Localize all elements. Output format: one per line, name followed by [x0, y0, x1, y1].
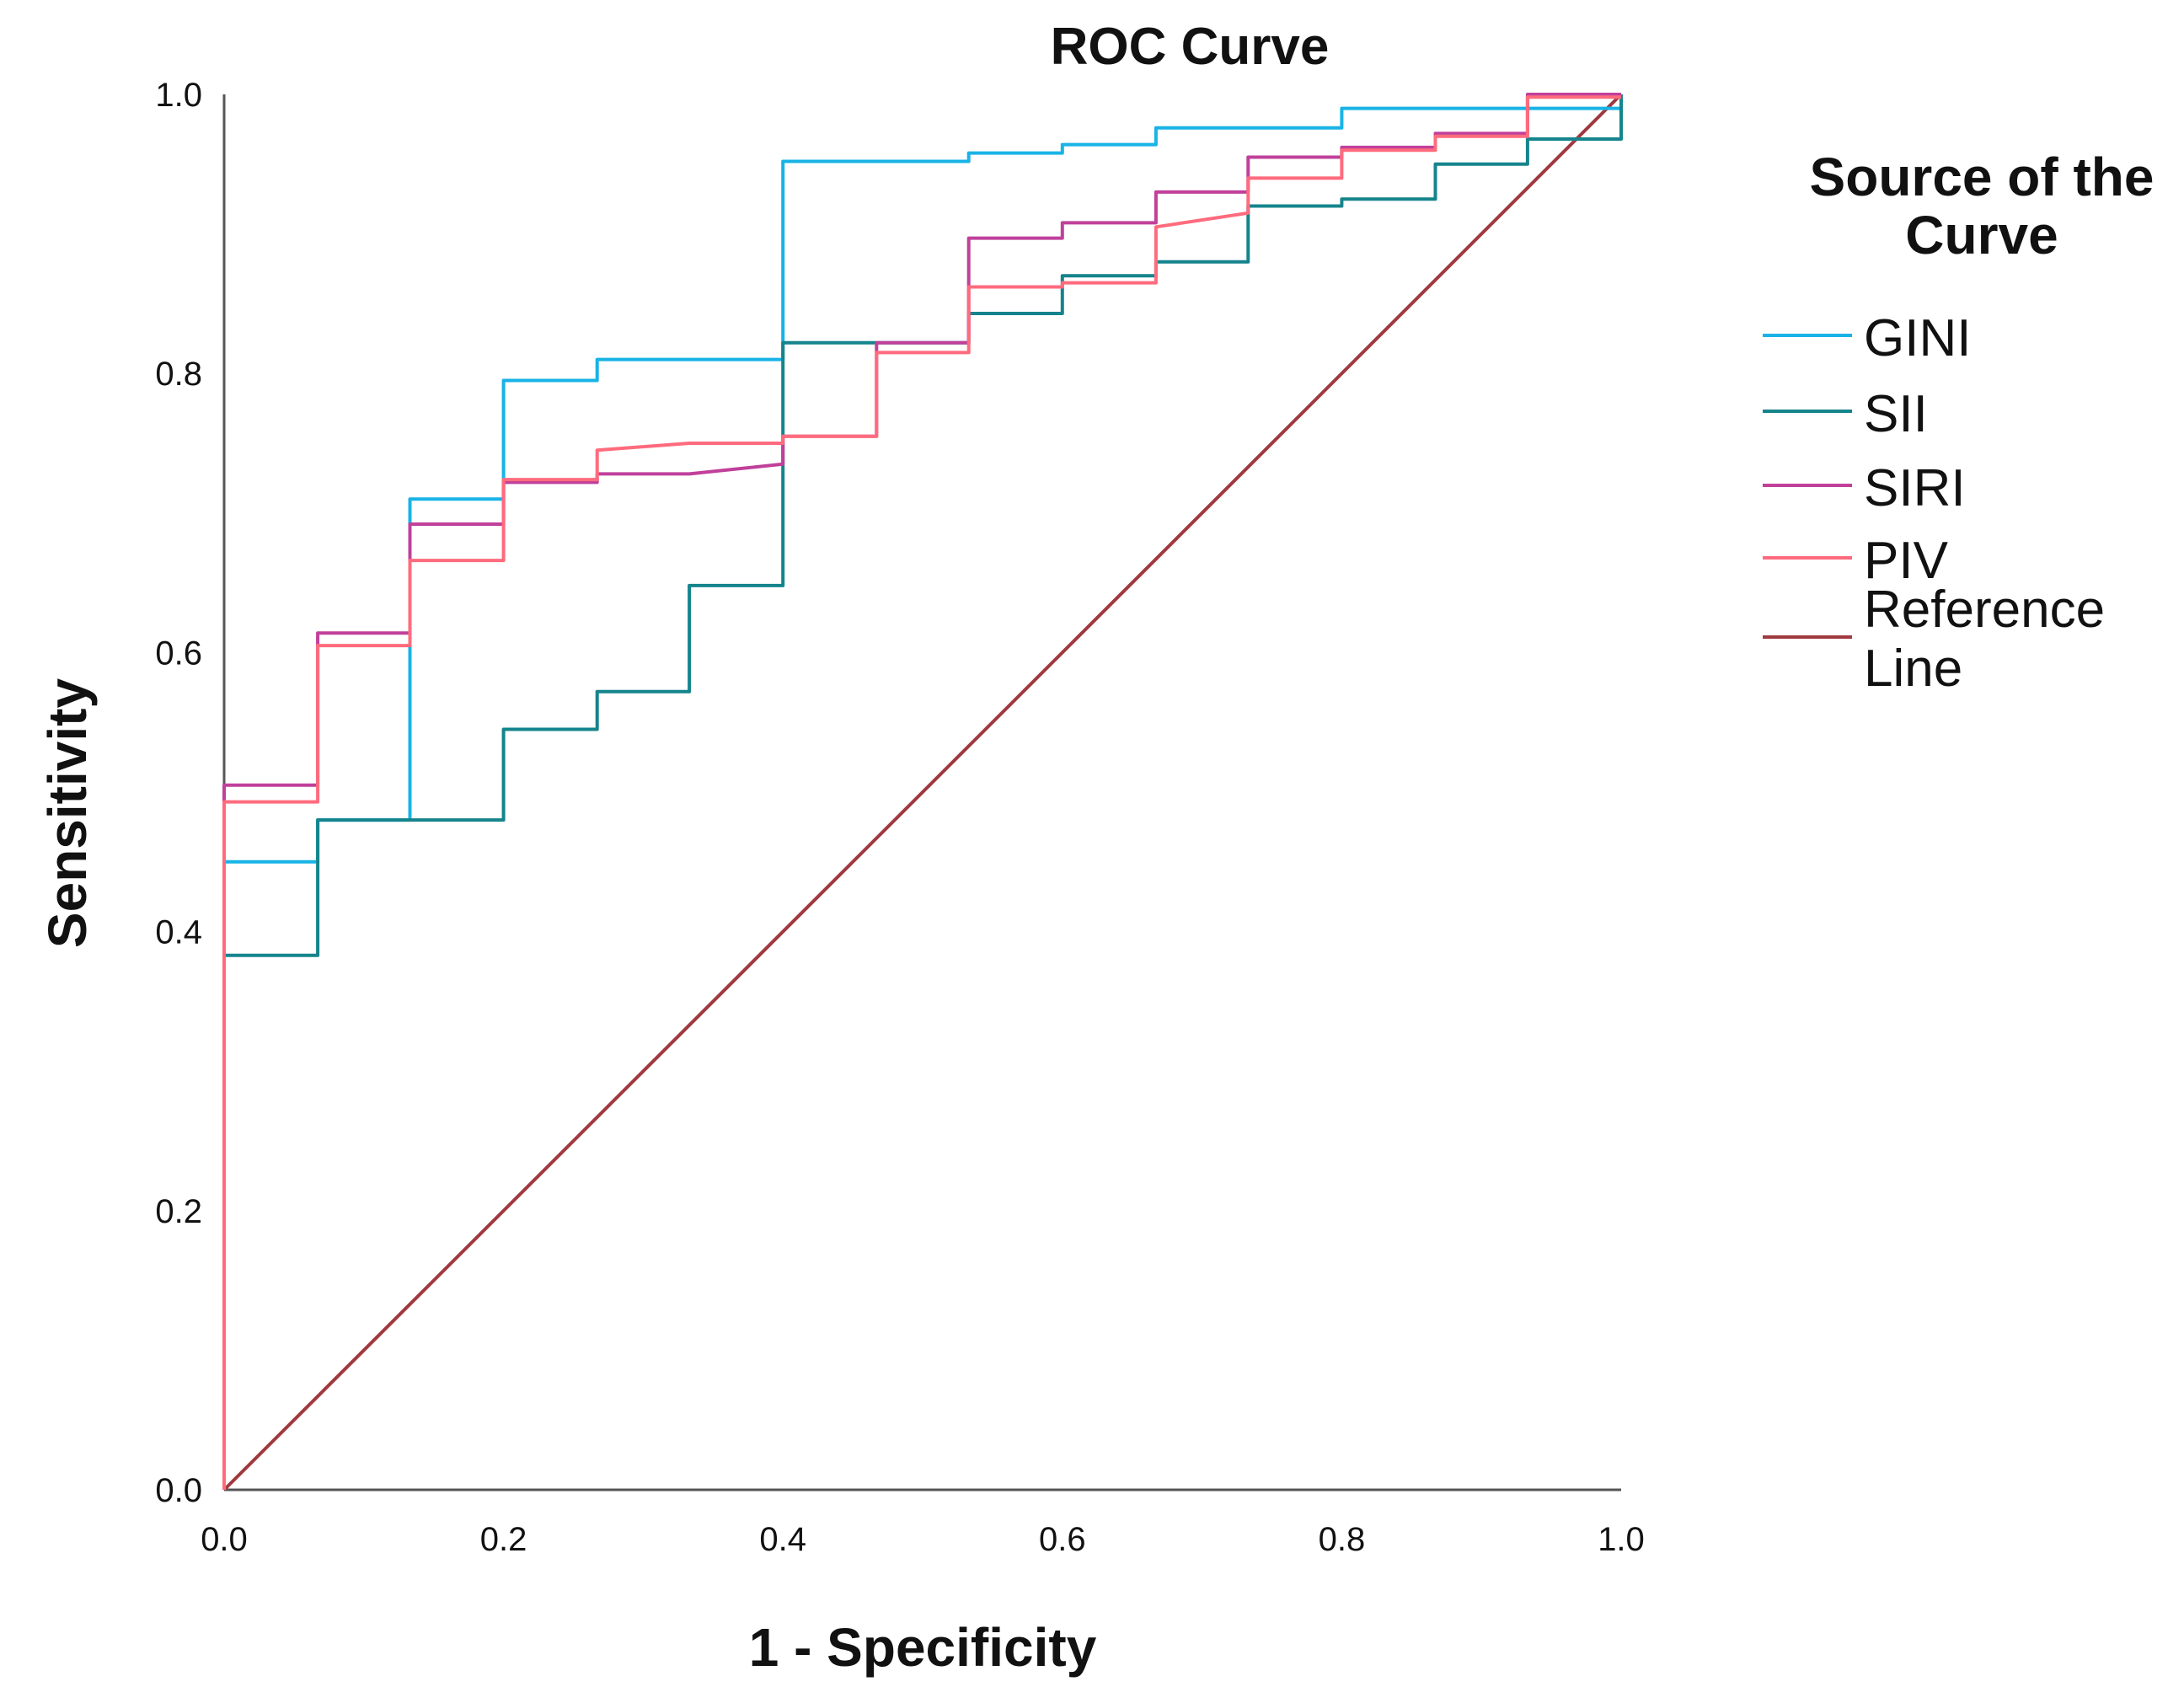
x-axis-title: 1 - Specificity — [749, 1617, 1097, 1678]
legend-label-sii: SII — [1864, 385, 1928, 443]
legend-item-siri: SIRI — [1763, 459, 1966, 517]
series-line-piv — [222, 95, 1621, 1490]
series-line-sii — [222, 94, 1623, 1490]
legend-item-piv: PIV — [1763, 532, 1949, 590]
y-tick-label: 0.0 — [155, 1472, 202, 1509]
y-tick-labels: 0.0 0.2 0.4 0.6 0.8 1.0 — [155, 77, 202, 1509]
legend-item-sii: SII — [1763, 385, 1928, 443]
series-line-reference-line — [222, 93, 1623, 1491]
y-tick-label: 0.8 — [155, 356, 202, 393]
y-tick-label: 0.6 — [155, 635, 202, 672]
x-tick-label: 0.8 — [1319, 1521, 1366, 1558]
y-tick-label: 0.4 — [155, 914, 202, 951]
x-tick-label: 0.4 — [759, 1521, 806, 1558]
legend-title-line-1: Source of the — [1810, 147, 2155, 207]
x-tick-label: 0.0 — [201, 1521, 248, 1558]
chart-title: ROC Curve — [1051, 18, 1330, 76]
legend-title-line-2: Curve — [1905, 205, 2058, 265]
legend-label-reference-line: Reference Line — [1864, 581, 2105, 698]
legend-label-piv: PIV — [1864, 532, 1949, 590]
y-tick-label: 0.2 — [155, 1193, 202, 1230]
series-lines — [222, 93, 1623, 1491]
x-tick-label: 0.6 — [1039, 1521, 1086, 1558]
legend-item-gini: GINI — [1763, 309, 1971, 367]
legend-item-reference-line: Reference Line — [1763, 581, 2105, 698]
y-tick-label: 1.0 — [155, 77, 202, 114]
x-tick-labels: 0.0 0.2 0.4 0.6 0.8 1.0 — [201, 1521, 1645, 1558]
series-line-siri — [222, 93, 1621, 1490]
legend: Source of the Curve GINI SII SIRI PIVRefere… — [1763, 147, 2154, 698]
x-tick-label: 0.2 — [480, 1521, 527, 1558]
legend-label-siri: SIRI — [1864, 459, 1966, 517]
x-tick-label: 1.0 — [1598, 1521, 1645, 1558]
legend-label-gini: GINI — [1864, 309, 1971, 367]
y-axis-title: Sensitivity — [37, 678, 98, 949]
